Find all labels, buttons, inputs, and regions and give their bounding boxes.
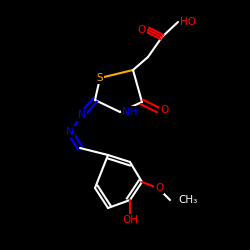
Text: HO: HO [180,17,196,27]
Text: OH: OH [122,215,138,225]
Text: CH₃: CH₃ [178,195,197,205]
Text: O: O [155,183,163,193]
Text: O: O [138,25,146,35]
Text: O: O [160,105,168,115]
Text: S: S [97,73,103,83]
Text: NH: NH [122,107,138,117]
Text: N: N [78,110,86,120]
Text: N: N [66,127,74,137]
